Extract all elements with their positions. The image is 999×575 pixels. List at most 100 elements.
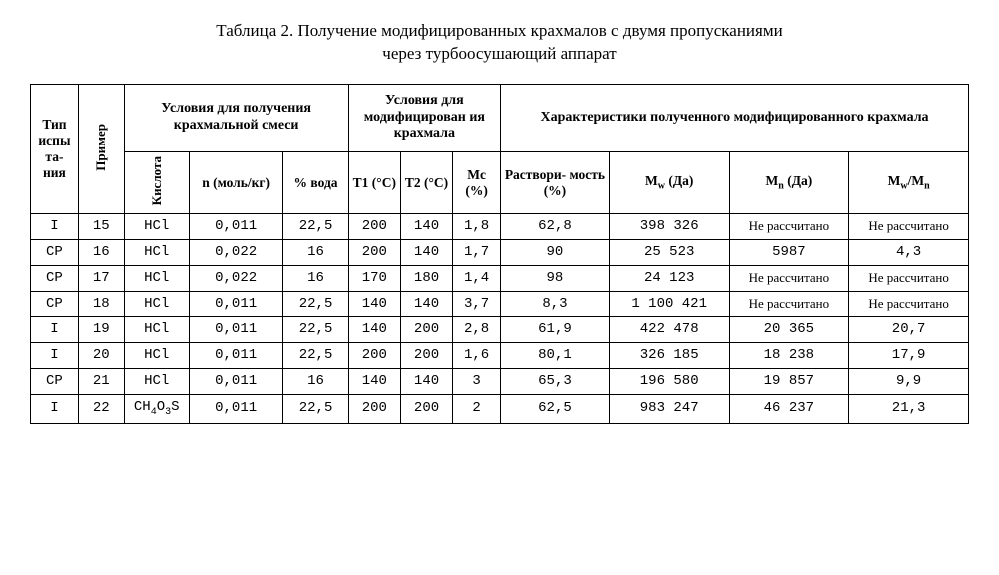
- cell-water: 16: [283, 240, 348, 266]
- cell-water: 22,5: [283, 291, 348, 317]
- col-t1: T1 (°C): [348, 152, 400, 214]
- data-table: Тип испы та- ния Пример Условия для полу…: [30, 84, 969, 424]
- cell-mwmn: 17,9: [849, 343, 969, 369]
- col-water: % вода: [283, 152, 348, 214]
- cell-t1: 200: [348, 240, 400, 266]
- cell-mn: Не рассчитано: [729, 265, 849, 291]
- col-n: n (моль/кг): [189, 152, 283, 214]
- cell-mw: 25 523: [609, 240, 729, 266]
- cell-mn: Не рассчитано: [729, 291, 849, 317]
- cell-acid: HCl: [124, 369, 189, 395]
- table-row: CP18HCl0,01122,51401403,78,31 100 421Не …: [31, 291, 969, 317]
- cell-n: 0,022: [189, 265, 283, 291]
- cell-type: CP: [31, 291, 79, 317]
- cell-mw: 398 326: [609, 214, 729, 240]
- table-caption: Таблица 2. Получение модифицированных кр…: [30, 20, 969, 66]
- cell-type: I: [31, 317, 79, 343]
- cell-mn: 46 237: [729, 394, 849, 423]
- col-solubility: Раствори- мость (%): [501, 152, 610, 214]
- cell-mw: 983 247: [609, 394, 729, 423]
- cell-n: 0,011: [189, 214, 283, 240]
- cell-t2: 140: [400, 240, 452, 266]
- cell-n: 0,011: [189, 317, 283, 343]
- cell-mn: 18 238: [729, 343, 849, 369]
- cell-mc: 1,7: [453, 240, 501, 266]
- cell-mc: 1,6: [453, 343, 501, 369]
- col-mc: Mc (%): [453, 152, 501, 214]
- cell-t2: 200: [400, 394, 452, 423]
- cell-water: 16: [283, 369, 348, 395]
- cell-n: 0,011: [189, 369, 283, 395]
- cell-sol: 62,5: [501, 394, 610, 423]
- col-acid: Кислота: [124, 152, 189, 214]
- cell-example: 21: [78, 369, 124, 395]
- cell-t2: 140: [400, 214, 452, 240]
- cell-mwmn: Не рассчитано: [849, 214, 969, 240]
- group-conditions-mod: Условия для модифицирован ия крахмала: [348, 84, 500, 151]
- col-example: Пример: [78, 84, 124, 213]
- cell-t2: 200: [400, 317, 452, 343]
- col-mn: Mn (Да): [729, 152, 849, 214]
- cell-sol: 62,8: [501, 214, 610, 240]
- cell-water: 22,5: [283, 343, 348, 369]
- cell-example: 16: [78, 240, 124, 266]
- cell-mwmn: Не рассчитано: [849, 291, 969, 317]
- cell-n: 0,011: [189, 343, 283, 369]
- table-row: CP16HCl0,022162001401,79025 52359874,3: [31, 240, 969, 266]
- cell-mc: 3: [453, 369, 501, 395]
- cell-acid: HCl: [124, 343, 189, 369]
- cell-type: I: [31, 214, 79, 240]
- col-test-type: Тип испы та- ния: [31, 84, 79, 213]
- caption-line-1: Таблица 2. Получение модифицированных кр…: [216, 21, 782, 40]
- cell-mwmn: Не рассчитано: [849, 265, 969, 291]
- cell-type: I: [31, 343, 79, 369]
- cell-sol: 80,1: [501, 343, 610, 369]
- cell-t1: 170: [348, 265, 400, 291]
- cell-mwmn: 20,7: [849, 317, 969, 343]
- cell-mc: 1,4: [453, 265, 501, 291]
- cell-t1: 140: [348, 369, 400, 395]
- cell-sol: 8,3: [501, 291, 610, 317]
- cell-sol: 98: [501, 265, 610, 291]
- cell-mwmn: 4,3: [849, 240, 969, 266]
- table-row: I22CH4O3S0,01122,5200200262,5983 24746 2…: [31, 394, 969, 423]
- cell-acid: HCl: [124, 214, 189, 240]
- cell-type: CP: [31, 240, 79, 266]
- col-mwmn: Mw/Mn: [849, 152, 969, 214]
- cell-example: 20: [78, 343, 124, 369]
- cell-water: 22,5: [283, 394, 348, 423]
- cell-t2: 180: [400, 265, 452, 291]
- cell-t2: 200: [400, 343, 452, 369]
- cell-mw: 1 100 421: [609, 291, 729, 317]
- cell-mc: 3,7: [453, 291, 501, 317]
- table-body: I15HCl0,01122,52001401,862,8398 326Не ра…: [31, 214, 969, 423]
- cell-acid: HCl: [124, 265, 189, 291]
- cell-t2: 140: [400, 291, 452, 317]
- cell-type: I: [31, 394, 79, 423]
- cell-mc: 2,8: [453, 317, 501, 343]
- cell-type: CP: [31, 369, 79, 395]
- cell-example: 19: [78, 317, 124, 343]
- group-conditions-mix: Условия для получения крахмальной смеси: [124, 84, 348, 151]
- cell-mwmn: 21,3: [849, 394, 969, 423]
- table-row: I19HCl0,01122,51402002,861,9422 47820 36…: [31, 317, 969, 343]
- cell-mn: 20 365: [729, 317, 849, 343]
- cell-acid: CH4O3S: [124, 394, 189, 423]
- cell-water: 22,5: [283, 317, 348, 343]
- col-t2: T2 (°C): [400, 152, 452, 214]
- cell-water: 22,5: [283, 214, 348, 240]
- table-row: I15HCl0,01122,52001401,862,8398 326Не ра…: [31, 214, 969, 240]
- cell-t1: 200: [348, 394, 400, 423]
- cell-t1: 140: [348, 317, 400, 343]
- cell-acid: HCl: [124, 291, 189, 317]
- table-row: CP17HCl0,022161701801,49824 123Не рассчи…: [31, 265, 969, 291]
- table-head: Тип испы та- ния Пример Условия для полу…: [31, 84, 969, 213]
- group-characteristics: Характеристики полученного модифицирован…: [501, 84, 969, 151]
- cell-example: 22: [78, 394, 124, 423]
- cell-mc: 1,8: [453, 214, 501, 240]
- cell-mw: 196 580: [609, 369, 729, 395]
- cell-mc: 2: [453, 394, 501, 423]
- cell-example: 17: [78, 265, 124, 291]
- cell-t1: 200: [348, 214, 400, 240]
- cell-water: 16: [283, 265, 348, 291]
